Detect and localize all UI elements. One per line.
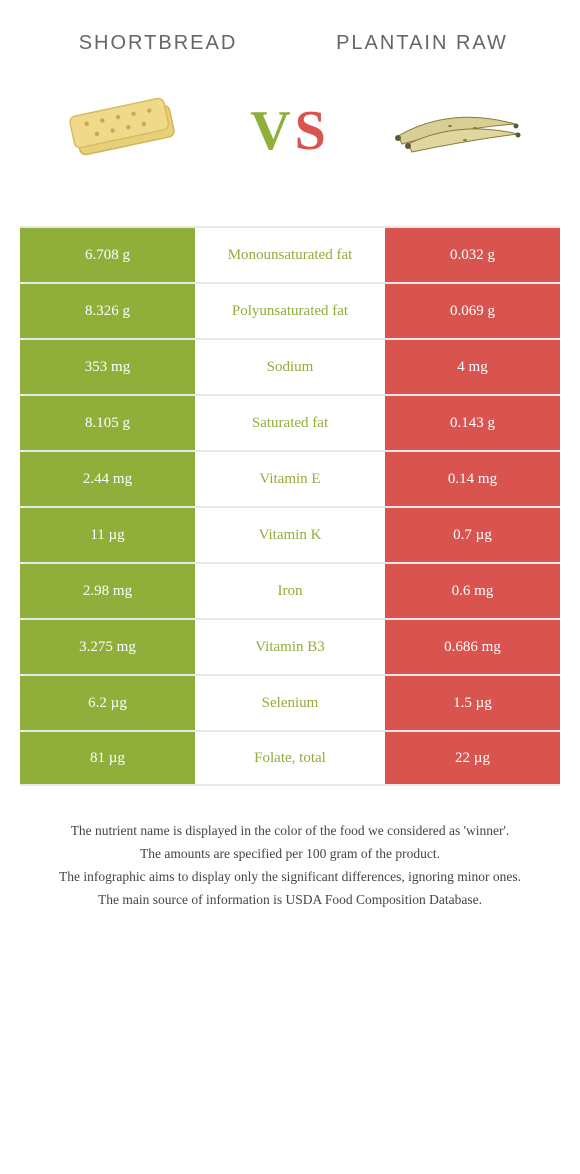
footer-line: The infographic aims to display only the… bbox=[40, 867, 540, 888]
left-food-title: Shortbread bbox=[50, 30, 266, 56]
right-value: 0.032 g bbox=[385, 228, 560, 282]
left-value: 3.275 mg bbox=[20, 620, 195, 674]
nutrient-label: Vitamin E bbox=[195, 452, 385, 506]
right-value: 0.069 g bbox=[385, 284, 560, 338]
nutrient-label: Iron bbox=[195, 564, 385, 618]
table-row: 3.275 mgVitamin B30.686 mg bbox=[20, 618, 560, 674]
nutrient-label: Monounsaturated fat bbox=[195, 228, 385, 282]
right-value: 0.14 mg bbox=[385, 452, 560, 506]
right-value: 0.7 µg bbox=[385, 508, 560, 562]
comparison-table: 6.708 gMonounsaturated fat0.032 g8.326 g… bbox=[20, 226, 560, 786]
table-row: 6.2 µgSelenium1.5 µg bbox=[20, 674, 560, 730]
table-row: 8.326 gPolyunsaturated fat0.069 g bbox=[20, 282, 560, 338]
right-value: 4 mg bbox=[385, 340, 560, 394]
right-value: 0.6 mg bbox=[385, 564, 560, 618]
vs-row: VS bbox=[20, 81, 560, 216]
left-value: 6.708 g bbox=[20, 228, 195, 282]
nutrient-label: Sodium bbox=[195, 340, 385, 394]
plantain-icon bbox=[380, 81, 530, 181]
nutrient-label: Vitamin K bbox=[195, 508, 385, 562]
table-row: 2.98 mgIron0.6 mg bbox=[20, 562, 560, 618]
right-food-title: Plantain raw bbox=[314, 30, 530, 56]
nutrient-label: Selenium bbox=[195, 676, 385, 730]
table-row: 6.708 gMonounsaturated fat0.032 g bbox=[20, 226, 560, 282]
footer-notes: The nutrient name is displayed in the co… bbox=[20, 821, 560, 911]
left-value: 11 µg bbox=[20, 508, 195, 562]
nutrient-label: Vitamin B3 bbox=[195, 620, 385, 674]
left-value: 353 mg bbox=[20, 340, 195, 394]
nutrient-label: Polyunsaturated fat bbox=[195, 284, 385, 338]
right-value: 0.686 mg bbox=[385, 620, 560, 674]
footer-line: The main source of information is USDA F… bbox=[40, 890, 540, 911]
vs-label: VS bbox=[250, 99, 330, 163]
vs-s: S bbox=[295, 100, 330, 162]
table-row: 81 µgFolate, total22 µg bbox=[20, 730, 560, 786]
nutrient-label: Saturated fat bbox=[195, 396, 385, 450]
footer-line: The amounts are specified per 100 gram o… bbox=[40, 844, 540, 865]
footer-line: The nutrient name is displayed in the co… bbox=[40, 821, 540, 842]
nutrient-label: Folate, total bbox=[195, 732, 385, 784]
table-row: 353 mgSodium4 mg bbox=[20, 338, 560, 394]
vs-v: V bbox=[250, 100, 294, 162]
right-value: 1.5 µg bbox=[385, 676, 560, 730]
left-value: 2.98 mg bbox=[20, 564, 195, 618]
right-value: 0.143 g bbox=[385, 396, 560, 450]
left-value: 81 µg bbox=[20, 732, 195, 784]
table-row: 11 µgVitamin K0.7 µg bbox=[20, 506, 560, 562]
right-value: 22 µg bbox=[385, 732, 560, 784]
header: Shortbread Plantain raw bbox=[20, 20, 560, 81]
table-row: 8.105 gSaturated fat0.143 g bbox=[20, 394, 560, 450]
left-value: 2.44 mg bbox=[20, 452, 195, 506]
table-row: 2.44 mgVitamin E0.14 mg bbox=[20, 450, 560, 506]
shortbread-icon bbox=[50, 81, 200, 181]
left-value: 8.105 g bbox=[20, 396, 195, 450]
left-value: 8.326 g bbox=[20, 284, 195, 338]
left-value: 6.2 µg bbox=[20, 676, 195, 730]
